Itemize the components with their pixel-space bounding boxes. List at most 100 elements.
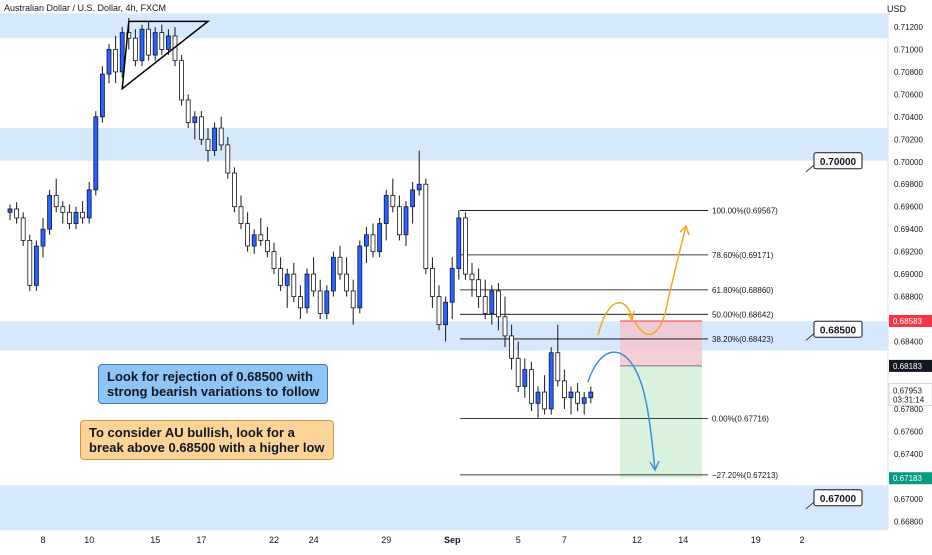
candle-bullish [73, 211, 79, 224]
candle-bearish [159, 32, 165, 50]
support-resistance-zone [0, 13, 888, 39]
candle-bullish [40, 228, 46, 247]
fib-level-label: 78.60%(0.69171) [712, 251, 774, 260]
price-tick-label: 0.69600 [894, 203, 923, 212]
time-tick-label: 19 [751, 535, 761, 545]
bullish-path-up [597, 302, 633, 336]
support-resistance-zone [0, 485, 888, 531]
candle-bullish [106, 49, 112, 75]
current-price-label: 0.67953 [893, 387, 922, 396]
bullish-note-line2: break above 0.68500 with a higher low [89, 440, 325, 455]
candle-bearish [67, 211, 72, 224]
time-tick-label: 5 [516, 535, 521, 545]
candle-bearish [396, 206, 402, 236]
candle-bearish [469, 273, 475, 281]
take-profit-box [620, 365, 702, 479]
fib-level-label: 38.20%(0.68423) [712, 335, 774, 344]
candle-bullish [443, 301, 449, 326]
candle-bullish [357, 245, 363, 309]
candle-bearish [20, 217, 26, 241]
candle-bullish [377, 223, 383, 253]
candle-bearish [80, 211, 85, 219]
level-callout-label: 0.68500 [820, 325, 857, 336]
bullish-path-rally [634, 225, 687, 336]
candle-bearish [423, 183, 429, 269]
candle-bullish [192, 116, 198, 123]
candle-bullish [251, 234, 257, 247]
price-tick-label: 0.69800 [894, 180, 923, 189]
candle-bearish [476, 279, 482, 297]
candle-bullish [7, 208, 13, 213]
candle-bearish [198, 116, 204, 140]
price-tick-label: 0.67600 [894, 427, 923, 436]
chart-title: Australian Dollar / U.S. Dollar, 4h, FXC… [4, 3, 167, 13]
candle-bullish [403, 206, 409, 236]
candle-bearish [350, 290, 356, 309]
candle-bullish [34, 245, 39, 286]
candle-bearish [344, 273, 350, 292]
price-tick-label: 0.69000 [894, 270, 923, 279]
candle-bearish [575, 391, 580, 404]
candle-bullish [93, 116, 99, 191]
fib-level-label: −27.20%(0.67213) [712, 471, 778, 480]
price-tick-label: 0.68800 [894, 293, 923, 302]
candle-bearish [53, 195, 59, 208]
current-price-box [888, 383, 932, 406]
candle-bullish [581, 397, 587, 404]
candle-bullish [410, 189, 416, 208]
price-tick-label: 0.69400 [894, 225, 923, 234]
candle-bearish [370, 234, 376, 253]
price-tick-label: 0.71000 [894, 45, 923, 54]
price-tick-label: 0.71200 [894, 23, 923, 32]
candle-bullish [383, 195, 389, 224]
candle-bearish [311, 273, 317, 292]
bearish-arrowhead [649, 460, 660, 472]
time-tick-label: 12 [632, 535, 642, 545]
candle-bearish [562, 380, 567, 399]
bearish-note-line2: strong bearish variations to follow [107, 384, 320, 399]
price-tag-label: 0.68183 [893, 362, 922, 371]
candle-bullish [489, 290, 495, 314]
price-tick-label: 0.67000 [894, 495, 923, 504]
level-callout-box [813, 152, 863, 170]
time-tick-label: 24 [309, 535, 319, 545]
candle-bearish [113, 49, 118, 73]
candle-bullish [588, 391, 594, 399]
price-tick-label: 0.70000 [894, 158, 923, 167]
level-callout-label: 0.70000 [820, 157, 857, 168]
candle-bullish [456, 217, 462, 269]
bearish-note: Look for rejection of 0.68500 with stron… [98, 364, 329, 404]
candle-bullish [363, 234, 369, 247]
candle-bullish [139, 28, 145, 62]
candle-bearish [60, 206, 66, 213]
price-tick-label: 0.70800 [894, 68, 923, 77]
bullish-note-line1: To consider AU bullish, look for a [89, 425, 295, 440]
candle-bearish [555, 352, 561, 382]
bearish-path [587, 351, 656, 471]
candle-bullish [212, 127, 218, 151]
time-tick-label: 8 [40, 535, 45, 545]
candle-bearish [238, 206, 244, 224]
fib-level-label: 100.00%(0.69567) [712, 206, 778, 215]
candle-bearish [264, 240, 270, 253]
candle-bearish [542, 391, 547, 410]
candle-bearish [462, 217, 468, 275]
candle-bearish [291, 273, 297, 297]
candle-bearish [509, 335, 515, 359]
price-tick-label: 0.69200 [894, 248, 923, 257]
price-tag-label: 0.67183 [893, 474, 922, 483]
time-tick-label: 22 [269, 535, 279, 545]
countdown-label: 03:31:14 [893, 396, 925, 405]
time-tick-label: 7 [562, 535, 567, 545]
candle-bullish [119, 32, 125, 73]
time-tick-label: 15 [150, 535, 160, 545]
candle-bearish [390, 195, 396, 208]
support-resistance-zone [0, 128, 888, 161]
candle-bearish [179, 60, 185, 101]
time-tick-label: 14 [678, 535, 688, 545]
price-tick-label: 0.66800 [894, 517, 923, 526]
stop-loss-box [620, 320, 702, 366]
candle-bullish [165, 35, 171, 50]
level-callout-box [813, 489, 863, 507]
